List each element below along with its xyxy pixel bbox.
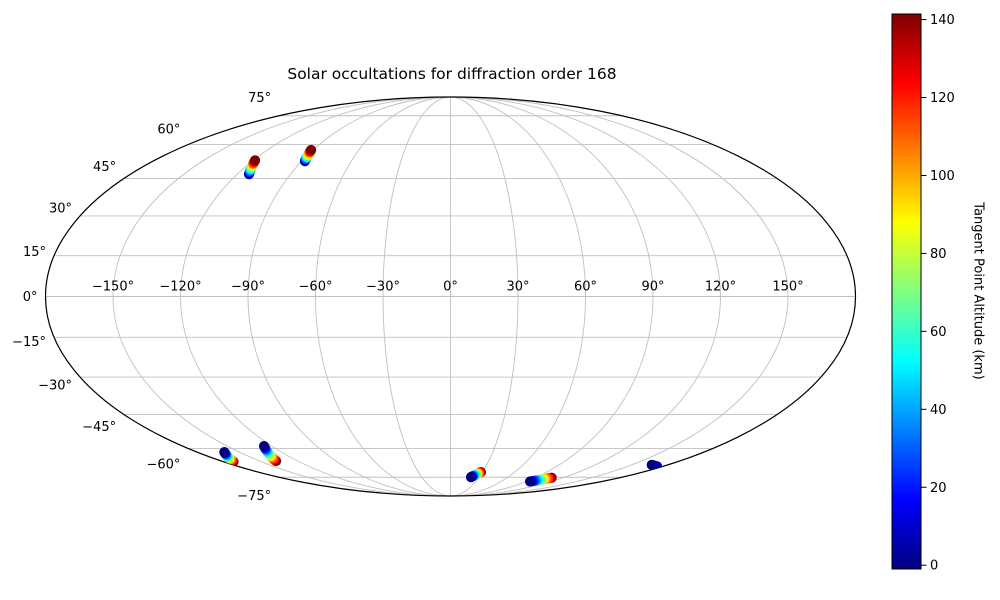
- occultation-point: [249, 155, 261, 166]
- occultation-point: [219, 447, 230, 458]
- occultation-points-layer: [219, 144, 663, 487]
- meridian-gridline: [382, 96, 451, 497]
- lat-tick-label: −30°: [38, 379, 72, 394]
- lon-tick-label: −30°: [366, 280, 400, 295]
- lat-tick-label: −15°: [12, 335, 46, 350]
- lon-tick-label: 90°: [641, 280, 664, 295]
- lat-tick-label: 15°: [23, 245, 46, 260]
- lat-tick-label: 75°: [248, 91, 271, 106]
- occultation-point: [646, 459, 657, 470]
- meridian-gridline: [450, 96, 721, 497]
- lon-tick-label: −60°: [299, 280, 333, 295]
- lat-tick-label: 45°: [93, 160, 116, 175]
- meridian-gridline: [315, 96, 451, 497]
- lon-tick-label: 150°: [772, 280, 803, 295]
- lat-tick-label: 30°: [49, 201, 72, 216]
- lon-tick-label: 60°: [574, 280, 597, 295]
- lon-tick-label: −90°: [231, 280, 265, 295]
- colorbar-axis-label: Tangent Point Altitude (km): [970, 202, 986, 380]
- meridian-gridline: [180, 96, 451, 497]
- meridian-gridline: [450, 96, 654, 497]
- occultation-point: [524, 476, 536, 487]
- lon-tick-label: −120°: [159, 280, 201, 295]
- colorbar-gradient: [891, 13, 922, 570]
- colorbar-tick-label: 20: [930, 481, 947, 496]
- colorbar-tick-label: 60: [930, 325, 947, 340]
- lon-tick-label: −150°: [92, 280, 134, 295]
- lon-tick-label: 120°: [705, 280, 736, 295]
- colorbar-tick-label: 40: [930, 403, 947, 418]
- colorbar-tick-label: 120: [930, 91, 955, 106]
- lat-tick-label: −60°: [146, 457, 180, 472]
- colorbar-ticks: 0 20 40 60 80 100 120 140: [921, 13, 955, 574]
- colorbar-tick-label: 0: [930, 559, 938, 574]
- colorbar-tick-label: 140: [930, 13, 955, 28]
- axis-tick-labels: 75° 60° 45° 30° 15° 0° −15° −30° −45° −60° −75° −15…: [12, 91, 804, 504]
- occultation-point: [305, 144, 317, 156]
- graticule: [45, 96, 856, 497]
- colorbar-tick-label: 80: [930, 247, 947, 262]
- meridian-gridline: [247, 96, 451, 497]
- occultation-point: [258, 440, 270, 452]
- lat-tick-label: 0°: [23, 290, 38, 305]
- meridian-gridline: [450, 96, 789, 497]
- meridian-gridline: [450, 96, 586, 497]
- colorbar: 0 20 40 60 80 100 120 140: [891, 13, 955, 574]
- lat-tick-label: 60°: [157, 123, 180, 138]
- lat-tick-label: −75°: [237, 489, 271, 504]
- lon-tick-label: 30°: [506, 280, 529, 295]
- chart-title: Solar occultations for diffraction order…: [287, 65, 617, 83]
- lat-tick-label: −45°: [82, 420, 116, 435]
- occultation-point: [465, 471, 477, 483]
- meridian-gridline: [112, 96, 451, 497]
- map-boundary: [44, 96, 857, 497]
- lon-tick-label: 0°: [443, 280, 458, 295]
- colorbar-tick-label: 100: [930, 169, 955, 184]
